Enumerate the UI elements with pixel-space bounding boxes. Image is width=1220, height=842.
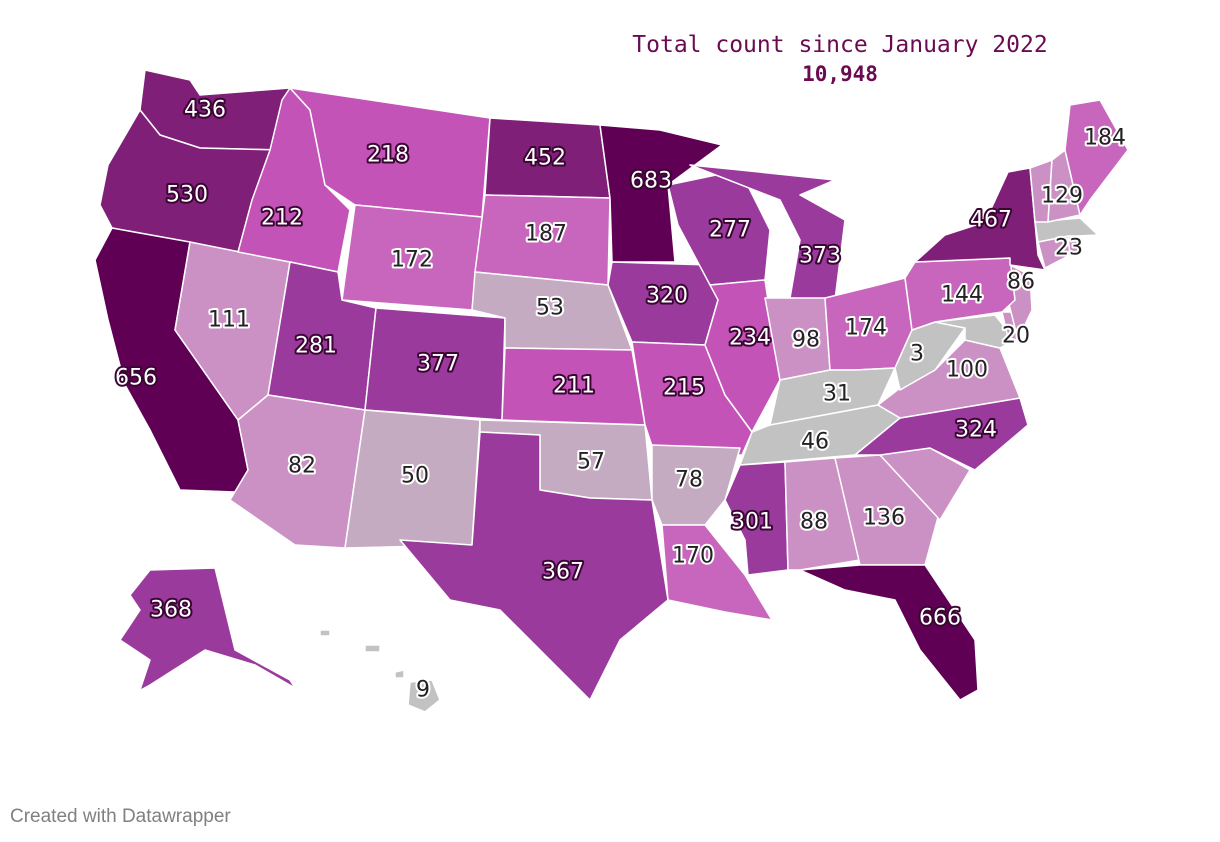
state-label-co: 377: [417, 352, 459, 377]
state-ak[interactable]: [99, 567, 296, 713]
state-label-ar: 78: [675, 468, 703, 493]
state-label-oh: 174: [845, 316, 887, 341]
state-label-ia: 320: [646, 284, 688, 309]
state-label-sd: 187: [525, 222, 567, 247]
state-label-ca: 656: [115, 366, 157, 391]
state-tx[interactable]: [399, 431, 669, 701]
state-label-al: 88: [800, 510, 828, 535]
state-me[interactable]: [1064, 99, 1129, 216]
state-label-wy: 172: [391, 248, 433, 273]
state-ma[interactable]: [1034, 217, 1099, 243]
state-label-mo: 215: [663, 376, 705, 401]
states-layer: [94, 69, 1129, 713]
state-label-mi: 373: [799, 244, 841, 269]
state-label-in: 98: [792, 328, 820, 353]
state-label-nh: 129: [1041, 184, 1083, 209]
state-label-nd: 452: [524, 146, 566, 171]
state-label-pa: 144: [941, 283, 983, 308]
state-hi[interactable]: [319, 629, 441, 713]
state-label-ms: 301: [731, 510, 773, 535]
state-label-tx: 367: [542, 560, 584, 585]
state-label-la: 170: [672, 544, 714, 569]
state-label-hi: 9: [416, 678, 430, 703]
total-count: 10,948: [802, 62, 878, 86]
state-label-ks: 211: [553, 374, 595, 399]
state-label-md: 20: [1002, 324, 1030, 349]
state-label-nm: 50: [401, 464, 429, 489]
state-fl[interactable]: [799, 564, 979, 701]
state-label-id: 212: [261, 206, 303, 231]
state-label-nj: 86: [1007, 270, 1035, 295]
labels-layer: 436 530 656 111 212 218 172 281 82 377 50 452 187 53 2…: [113, 96, 1128, 705]
state-label-il: 234: [729, 326, 771, 351]
state-label-fl: 666: [919, 606, 961, 631]
chart-title: Total count since January 2022: [632, 32, 1048, 58]
state-label-wi: 277: [709, 218, 751, 243]
state-label-ma: 23: [1055, 236, 1083, 261]
state-mi[interactable]: [689, 164, 846, 301]
state-label-ne: 53: [536, 296, 564, 321]
credit-text[interactable]: Created with Datawrapper: [10, 806, 231, 827]
state-label-ny: 467: [970, 208, 1012, 233]
state-label-mn: 683: [630, 169, 672, 194]
state-label-mt: 218: [367, 143, 409, 168]
state-label-wa: 436: [184, 98, 226, 123]
state-mn[interactable]: [599, 124, 723, 263]
state-label-va: 100: [946, 358, 988, 383]
state-label-nv: 111: [208, 308, 250, 333]
state-label-ak: 368: [150, 598, 192, 623]
state-la[interactable]: [661, 524, 773, 621]
state-label-ok: 57: [577, 450, 605, 475]
state-label-ut: 281: [295, 334, 337, 359]
state-label-me: 184: [1084, 126, 1126, 151]
state-il[interactable]: [704, 279, 781, 433]
state-label-nc: 324: [955, 418, 997, 443]
state-label-az: 82: [288, 454, 316, 479]
state-label-ky: 31: [823, 382, 851, 407]
state-label-tn: 46: [801, 430, 829, 455]
state-label-wv: 3: [910, 342, 924, 367]
state-label-or: 530: [166, 183, 208, 208]
state-md[interactable]: [934, 314, 1016, 349]
state-label-ga: 136: [863, 506, 905, 531]
